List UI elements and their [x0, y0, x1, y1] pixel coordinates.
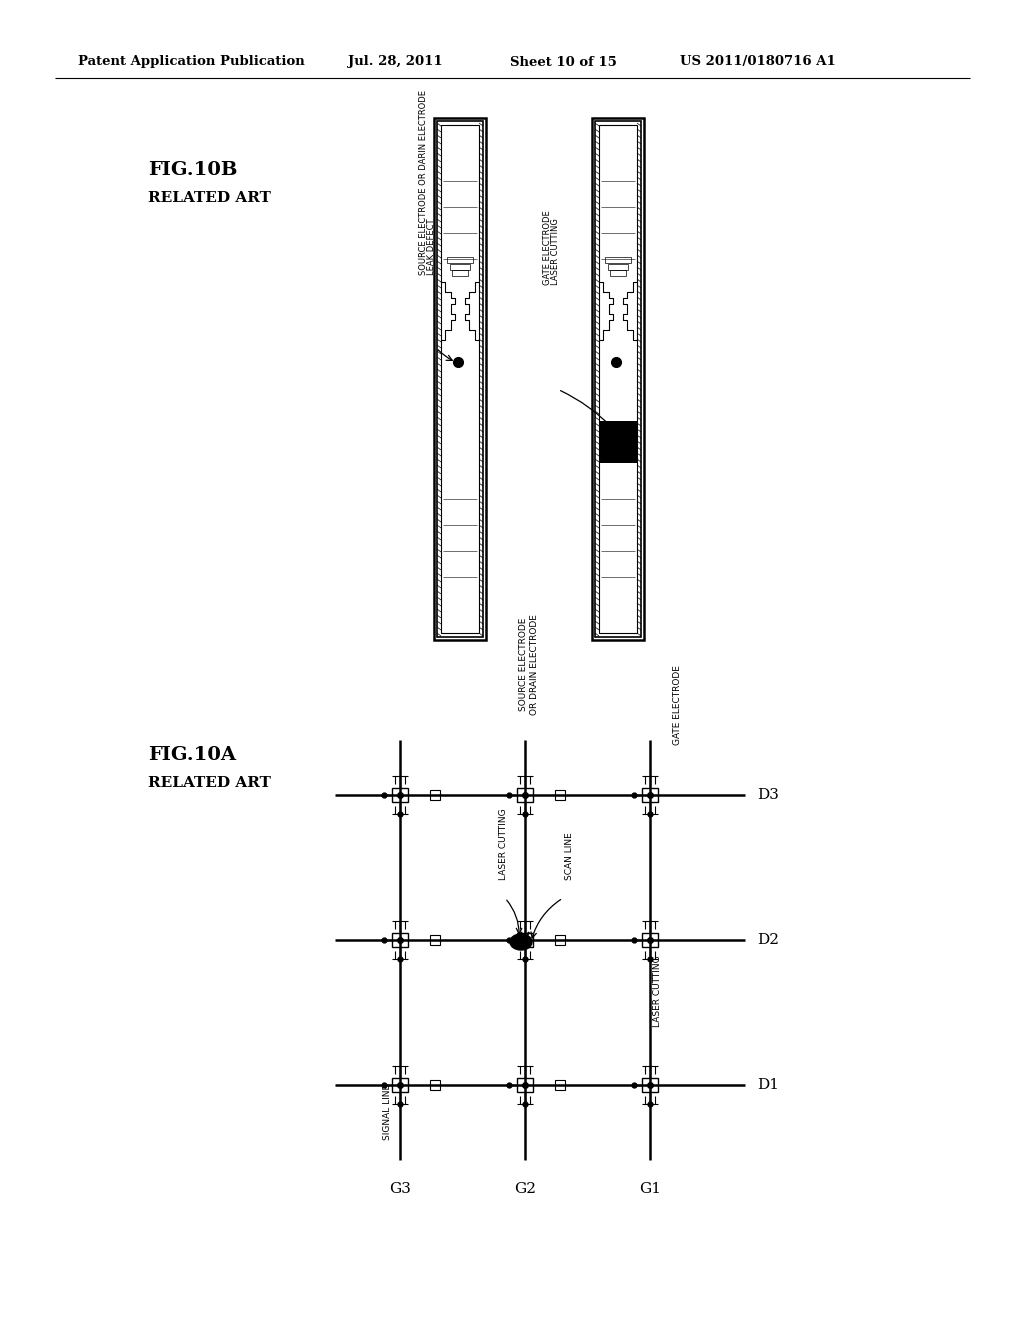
Bar [605, 257, 632, 263]
Text: GATE ELECTRODE: GATE ELECTRODE [674, 665, 683, 744]
Text: FIG.10B: FIG.10B [148, 161, 238, 180]
Ellipse shape [510, 935, 532, 950]
Bar [430, 935, 440, 945]
Bar [555, 935, 565, 945]
Text: Sheet 10 of 15: Sheet 10 of 15 [510, 55, 616, 69]
Text: RELATED ART: RELATED ART [148, 191, 271, 205]
Bar [441, 125, 479, 634]
Bar [517, 788, 534, 803]
Text: D3: D3 [757, 788, 779, 803]
Bar [437, 121, 483, 638]
Bar [599, 421, 637, 463]
Text: FIG.10A: FIG.10A [148, 746, 236, 764]
Text: LEAK DEFECT: LEAK DEFECT [427, 218, 436, 275]
Text: US 2011/0180716 A1: US 2011/0180716 A1 [680, 55, 836, 69]
Bar [555, 1080, 565, 1090]
Text: LASER CUTTING: LASER CUTTING [653, 956, 663, 1027]
Bar [599, 125, 637, 634]
Bar [434, 117, 486, 640]
Bar [555, 789, 565, 800]
Text: GATE ELECTRODE: GATE ELECTRODE [544, 210, 553, 285]
Bar [592, 117, 644, 640]
Bar [430, 789, 440, 800]
Text: SOURCE ELECTRODE
OR DRAIN ELECTRODE: SOURCE ELECTRODE OR DRAIN ELECTRODE [519, 614, 539, 715]
Text: G1: G1 [639, 1181, 662, 1196]
Text: D2: D2 [757, 933, 779, 946]
Text: Jul. 28, 2011: Jul. 28, 2011 [348, 55, 442, 69]
Text: D1: D1 [757, 1078, 779, 1092]
Text: Patent Application Publication: Patent Application Publication [78, 55, 305, 69]
Bar [392, 933, 408, 946]
Bar [610, 271, 626, 276]
Bar [430, 1080, 440, 1090]
Text: LASER CUTTING: LASER CUTTING [499, 808, 508, 880]
Bar [392, 788, 408, 803]
Text: SCAN LINE: SCAN LINE [564, 832, 573, 880]
Bar [642, 1078, 658, 1092]
Bar [595, 121, 641, 638]
Bar [450, 264, 470, 271]
Bar [642, 933, 658, 946]
Text: SIGNAL LINE: SIGNAL LINE [384, 1084, 392, 1140]
Text: LASER CUTTING: LASER CUTTING [552, 218, 560, 285]
Bar [517, 1078, 534, 1092]
Bar [607, 264, 629, 271]
Text: G2: G2 [514, 1181, 536, 1196]
Bar [392, 1078, 408, 1092]
Text: SOURCE ELECTRODE OR DARIN ELECTRODE: SOURCE ELECTRODE OR DARIN ELECTRODE [420, 90, 428, 275]
Bar [642, 788, 658, 803]
Bar [517, 933, 534, 946]
Text: G3: G3 [389, 1181, 411, 1196]
Bar [453, 271, 468, 276]
Text: RELATED ART: RELATED ART [148, 776, 271, 789]
Bar [446, 257, 473, 263]
